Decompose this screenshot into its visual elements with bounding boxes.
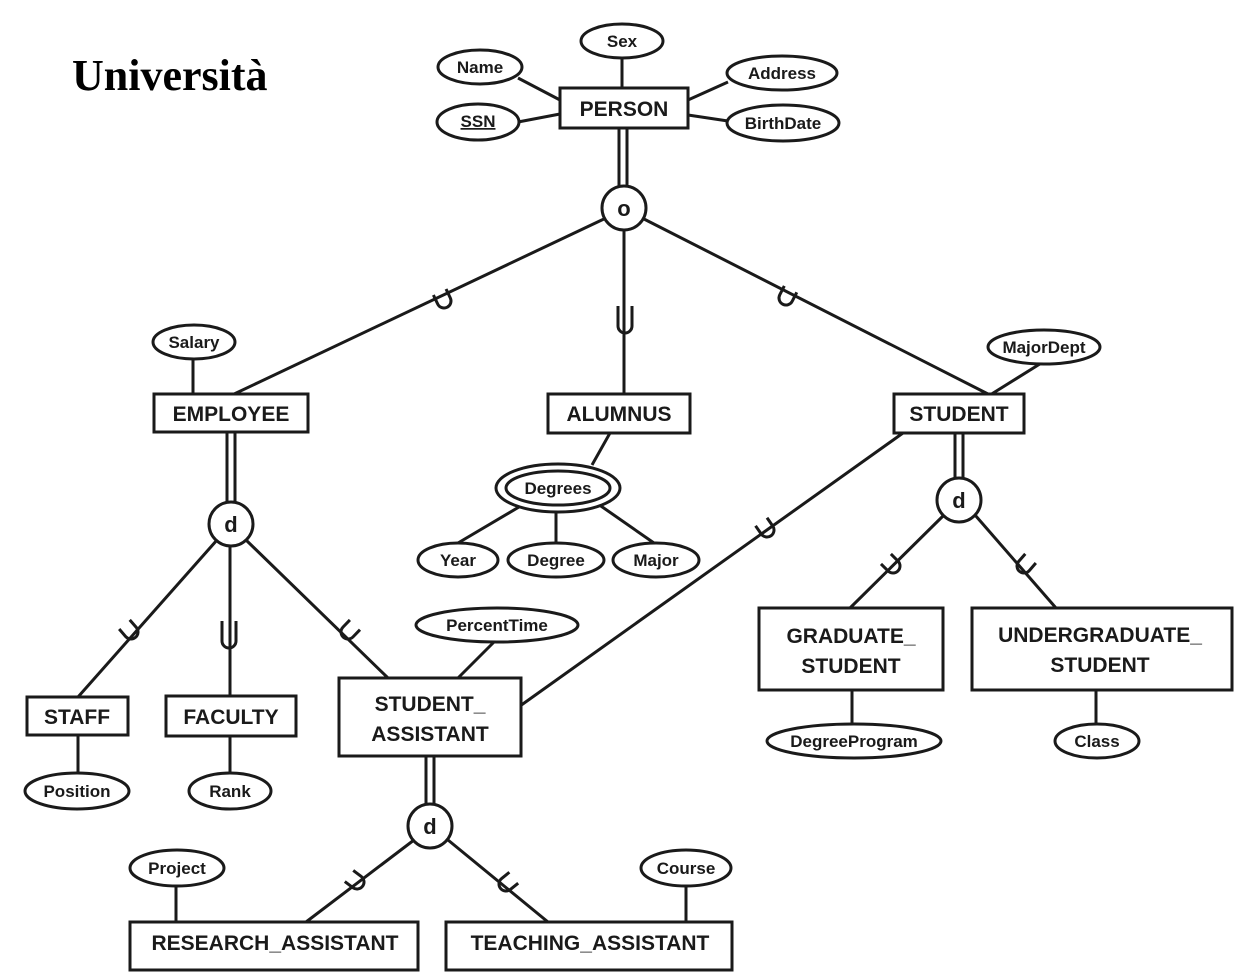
entity-alumnus: ALUMNUS	[546, 392, 692, 435]
specialization-person-label: o	[617, 196, 630, 221]
attribute-major: Major	[611, 541, 701, 579]
attribute-project-label: Project	[148, 859, 206, 878]
attribute-class: Class	[1053, 722, 1141, 760]
entity-research-assistant: RESEARCH_ASSISTANT	[128, 920, 420, 972]
attribute-degreeprogram-label: DegreeProgram	[790, 732, 918, 751]
attribute-degrees-label: Degrees	[524, 479, 591, 498]
attribute-major-label: Major	[633, 551, 679, 570]
attribute-birthdate: BirthDate	[725, 103, 841, 143]
attribute-majordept: MajorDept	[986, 328, 1102, 366]
attribute-address-label: Address	[748, 64, 816, 83]
entity-research-assistant-label: RESEARCH_ASSISTANT	[152, 932, 399, 955]
subset-symbols	[118, 285, 1037, 893]
specialization-student: d	[935, 476, 983, 524]
entity-undergraduate-student-line2: STUDENT	[1050, 654, 1149, 677]
attribute-majordept-label: MajorDept	[1002, 338, 1085, 357]
attribute-year: Year	[416, 541, 500, 579]
entity-student-assistant-line1: STUDENT_	[375, 693, 486, 716]
specialization-employee-label: d	[224, 512, 237, 537]
attribute-name: Name	[436, 48, 524, 86]
entity-person-label: PERSON	[580, 98, 669, 121]
attribute-ssn-label: SSN	[461, 112, 496, 131]
attribute-ssn: SSN	[435, 102, 521, 142]
entity-teaching-assistant-label: TEACHING_ASSISTANT	[471, 932, 710, 955]
entity-faculty: FACULTY	[164, 694, 298, 738]
entity-student-assistant-line2: ASSISTANT	[371, 723, 489, 746]
entity-employee-label: EMPLOYEE	[173, 403, 290, 426]
attribute-percenttime-label: PercentTime	[446, 616, 548, 635]
attribute-course: Course	[639, 848, 733, 888]
entity-graduate-student-line2: STUDENT	[801, 655, 900, 678]
entity-employee: EMPLOYEE	[152, 392, 310, 434]
specialization-student-assistant: d	[406, 802, 454, 850]
specialization-employee: d	[207, 500, 255, 548]
entity-graduate-student: GRADUATE_ STUDENT	[757, 606, 945, 692]
entity-student: STUDENT	[892, 392, 1026, 435]
attribute-rank: Rank	[187, 771, 273, 811]
attribute-degrees-multivalued: Degrees	[494, 462, 622, 514]
attribute-address: Address	[725, 54, 839, 92]
entity-undergraduate-student: UNDERGRADUATE_ STUDENT	[970, 606, 1234, 692]
attribute-sex: Sex	[579, 22, 665, 60]
attribute-course-label: Course	[657, 859, 716, 878]
attribute-class-label: Class	[1074, 732, 1119, 751]
entity-alumnus-label: ALUMNUS	[567, 403, 672, 426]
entity-staff-label: STAFF	[44, 706, 110, 729]
entity-student-assistant: STUDENT_ ASSISTANT	[337, 676, 523, 758]
entity-teaching-assistant: TEACHING_ASSISTANT	[444, 920, 734, 972]
attribute-birthdate-label: BirthDate	[745, 114, 822, 133]
entity-undergraduate-student-line1: UNDERGRADUATE_	[998, 624, 1202, 647]
attribute-sex-label: Sex	[607, 32, 638, 51]
attribute-position: Position	[23, 771, 131, 811]
attribute-rank-label: Rank	[209, 782, 251, 801]
attribute-degree-label: Degree	[527, 551, 585, 570]
page-title: Università	[72, 51, 268, 100]
attribute-name-label: Name	[457, 58, 503, 77]
attribute-project: Project	[128, 848, 226, 888]
specialization-student-label: d	[952, 488, 965, 513]
attribute-percenttime: PercentTime	[414, 606, 580, 644]
attribute-salary-label: Salary	[168, 333, 220, 352]
specialization-person: o	[600, 184, 648, 232]
entity-student-label: STUDENT	[909, 403, 1008, 426]
attribute-position-label: Position	[43, 782, 110, 801]
attribute-salary: Salary	[151, 323, 237, 361]
attribute-year-label: Year	[440, 551, 476, 570]
entity-person: PERSON	[558, 86, 690, 130]
specialization-student-assistant-label: d	[423, 814, 436, 839]
attribute-degree: Degree	[506, 541, 606, 579]
entity-faculty-label: FACULTY	[183, 706, 278, 729]
entity-graduate-student-line1: GRADUATE_	[786, 625, 915, 648]
attribute-degreeprogram: DegreeProgram	[765, 722, 943, 760]
connector-lines	[76, 58, 1098, 924]
entity-staff: STAFF	[25, 695, 130, 737]
